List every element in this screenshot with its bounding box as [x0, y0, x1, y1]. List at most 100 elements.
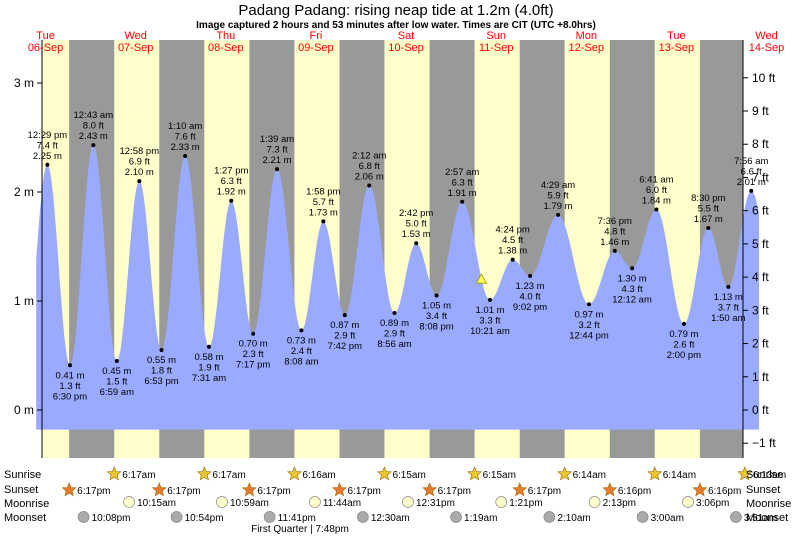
low-tide-label: 1.3 ft [59, 381, 80, 392]
low-tide-label: 2.6 ft [673, 339, 694, 350]
high-tide-label: 2.33 m [171, 142, 200, 153]
low-tide-label: 1.30 m [618, 273, 647, 284]
high-tide-label: 4:29 am [541, 180, 575, 191]
day-name: Wed [755, 30, 777, 42]
sunset-icon [422, 482, 438, 497]
tide-point [726, 284, 731, 289]
tide-point [251, 331, 256, 336]
low-tide-label: 1.9 ft [198, 362, 219, 373]
tide-point [67, 363, 72, 368]
low-tide-label: 4.0 ft [520, 291, 541, 302]
day-date: 07-Sep [118, 42, 153, 54]
high-tide-label: 1:10 am [168, 121, 202, 132]
high-tide-label: 5.9 ft [547, 190, 568, 201]
moonrise-time: 10:59am [230, 498, 269, 509]
moonrise-icon [309, 496, 321, 508]
row-label-right: Sunset [746, 484, 780, 496]
right-tick-label: 1 ft [752, 370, 769, 384]
day-date: 06-Sep [28, 42, 63, 54]
moonset-time: 11:41pm [278, 513, 316, 524]
left-tick-label: 0 m [14, 403, 34, 417]
high-tide-label: 5.7 ft [313, 197, 334, 208]
moonrise-icon [123, 496, 135, 508]
sunset-time: 6:16pm [618, 486, 651, 497]
low-tide-label: 2.3 ft [243, 349, 264, 360]
high-tide-label: 4:24 pm [496, 225, 530, 236]
right-tick-label: 0 ft [752, 403, 769, 417]
low-tide-label: 0.79 m [669, 329, 698, 340]
low-tide-label: 1:50 am [711, 313, 745, 324]
high-tide-label: 7:56 am [734, 156, 768, 167]
moonrise-time: 2:13pm [603, 498, 636, 509]
moonrise-icon [495, 496, 508, 508]
low-tide-label: 0.89 m [380, 318, 409, 329]
right-tick-label: −1 ft [752, 436, 776, 450]
moonrise-icon [216, 496, 228, 508]
low-tide-label: 3.4 ft [426, 311, 447, 322]
high-tide-label: 8.0 ft [83, 121, 104, 132]
right-tick-label: 7 ft [752, 170, 769, 184]
tide-point [299, 328, 304, 333]
moonset-time: 3:51am [744, 513, 777, 524]
tide-point [392, 310, 397, 315]
astronomy-row-labels: Sunrise Sunrise Sunset Sunset Moonrise Moonri… [4, 469, 791, 524]
tide-point [487, 297, 492, 302]
low-tide-label: 2.9 ft [334, 331, 355, 342]
sunset-time: 6:17pm [528, 486, 561, 497]
high-tide-label: 1.38 m [498, 246, 527, 257]
low-tide-label: 7:17 pm [236, 360, 270, 371]
low-tide-label: 12:44 pm [569, 330, 609, 341]
row-label-right: Moonset [746, 512, 788, 524]
high-tide-label: 2.01 m [737, 177, 766, 188]
tide-point [587, 302, 592, 307]
moonset-icon [263, 511, 276, 523]
row-label-left: Sunrise [4, 469, 41, 481]
right-axis-feet: −1 ft 0 ft 1 ft 2 ft 3 ft 4 ft 5 ft 6 ft 7 ft 8 f… [742, 40, 776, 458]
day-date: 09-Sep [298, 42, 333, 54]
tide-points [45, 143, 754, 368]
left-axis-meters: 0 m 1 m 2 m 3 m [14, 40, 43, 458]
low-tide-label: 3.7 ft [718, 302, 739, 313]
low-tide-label: 1.13 m [714, 292, 743, 303]
high-tide-label: 6.9 ft [129, 157, 150, 168]
sunset-icon [602, 482, 618, 497]
day-name: Tue [667, 30, 686, 42]
tide-point [275, 167, 280, 172]
day-name: Sat [398, 30, 415, 42]
tide-point [183, 154, 188, 159]
moonrise-icon [588, 496, 601, 508]
tide-point [321, 219, 326, 224]
tide-point [706, 225, 711, 230]
tide-point [528, 273, 533, 278]
low-tide-label: 0.97 m [574, 309, 603, 320]
high-tide-label: 7.3 ft [266, 145, 287, 156]
chart-subtitle: Image captured 2 hours and 53 minutes af… [196, 20, 596, 31]
high-tide-label: 8:30 pm [691, 193, 725, 204]
low-tide-label: 0.58 m [194, 352, 223, 363]
sunrise-icon [467, 466, 482, 481]
right-tick-label: 10 ft [752, 71, 776, 85]
low-tide-label: 6:53 pm [144, 376, 178, 387]
high-tide-label: 2.25 m [33, 151, 62, 162]
left-tick-label: 1 m [14, 294, 34, 308]
high-tide-label: 6.0 ft [646, 185, 667, 196]
row-label-left: Moonrise [4, 498, 49, 510]
low-tide-label: 0.55 m [147, 355, 176, 366]
sunset-icon [332, 482, 347, 497]
sunset-icon [61, 482, 77, 497]
sunset-time: 6:17pm [257, 486, 290, 497]
sunset-icon [512, 482, 528, 497]
moonset-icon [357, 511, 369, 523]
low-tide-label: 9:02 pm [513, 302, 547, 313]
tide-point [510, 257, 515, 262]
high-tide-label: 1.67 m [694, 214, 723, 225]
left-tick-label: 3 m [14, 76, 34, 90]
low-tide-label: 0.41 m [55, 370, 84, 381]
low-tide-label: 3.3 ft [479, 315, 500, 326]
moonrise-time: 10:15am [137, 498, 176, 509]
sunrise-icon [377, 466, 392, 481]
tide-labels: 12:29 pm7.4 ft2.25 m 0.41 m1.3 ft6:30 pm 1… [28, 110, 769, 402]
right-tick-label: 6 ft [752, 204, 769, 218]
sunrise-time: 6:15am [392, 470, 425, 481]
left-tick-label: 2 m [14, 185, 34, 199]
